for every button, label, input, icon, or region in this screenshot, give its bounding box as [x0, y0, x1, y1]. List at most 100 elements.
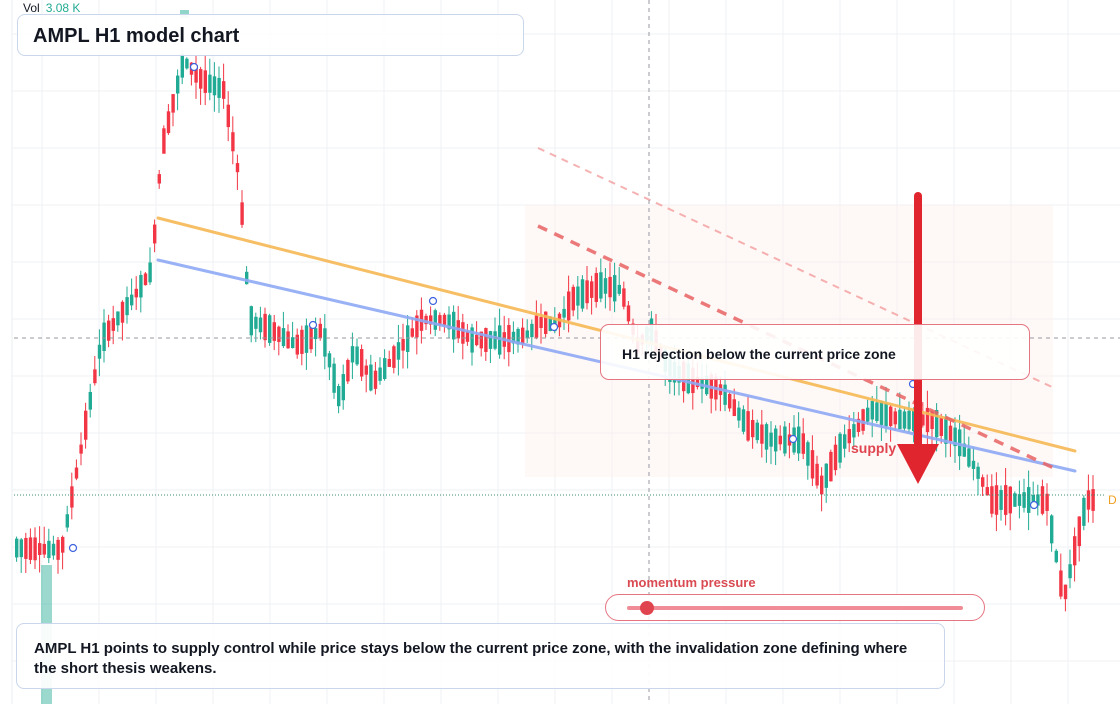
candle-body: [608, 276, 612, 298]
candle-body: [442, 314, 447, 326]
candle-body: [475, 334, 479, 346]
candle-body: [971, 460, 976, 469]
candle-body: [783, 426, 787, 454]
candle-body: [139, 274, 143, 298]
candle-body: [111, 318, 115, 331]
candle-body: [42, 543, 46, 555]
candle-body: [383, 358, 387, 380]
candle-body: [1059, 570, 1063, 597]
candle-body: [548, 316, 552, 331]
candle-body: [755, 422, 759, 441]
candle-body: [507, 325, 511, 353]
candle-body: [148, 262, 152, 283]
candle-body: [843, 434, 847, 449]
candle-body: [884, 403, 888, 427]
candle-body: [617, 284, 621, 294]
momentum-thumb[interactable]: [640, 601, 655, 615]
projection-channel-lower: [537, 224, 1059, 472]
candle-body: [24, 537, 28, 559]
candle-body: [203, 70, 207, 93]
candle-body: [889, 406, 893, 427]
candle-body: [774, 428, 778, 452]
candle-body: [852, 424, 856, 438]
candle-body: [79, 444, 83, 454]
candle-body: [268, 315, 272, 343]
candle-body: [1054, 550, 1058, 563]
candle-body: [171, 94, 175, 113]
candle-body: [1068, 564, 1072, 579]
candle-body: [760, 424, 764, 444]
candle-body: [38, 543, 42, 555]
candle-body: [254, 316, 258, 329]
candle-body: [369, 364, 373, 391]
signal-markers: [68, 62, 1039, 553]
candle-body: [479, 331, 483, 349]
chart-title: AMPL H1 model chart: [33, 25, 240, 47]
candle-body: [1004, 485, 1008, 515]
candle-body: [74, 467, 79, 479]
candle-body: [166, 111, 171, 134]
candle-body: [447, 314, 451, 330]
candle-body: [332, 363, 336, 393]
candle-body: [976, 466, 980, 479]
price-scale-tag: D: [1104, 492, 1120, 509]
candle-body: [567, 291, 571, 321]
candle-body: [341, 374, 345, 401]
momentum-track: [627, 601, 963, 615]
candle-body: [741, 409, 746, 432]
candle-body: [866, 407, 870, 422]
candle-body: [65, 514, 69, 528]
candle-body: [1013, 493, 1017, 507]
candle-body: [580, 279, 585, 309]
candle-body: [493, 331, 497, 349]
momentum-slider[interactable]: [605, 594, 985, 621]
candle-body: [921, 414, 925, 426]
candle-body: [19, 539, 23, 558]
signal-marker-icon: [788, 434, 798, 444]
candle-body: [797, 426, 801, 454]
candle-body: [893, 411, 897, 425]
candle-body: [222, 81, 226, 99]
signal-marker-icon: [1029, 500, 1039, 510]
candle-body: [539, 317, 543, 328]
candle-body: [764, 424, 769, 450]
candle-body: [594, 273, 598, 302]
candle-body: [323, 328, 327, 357]
candle-body: [622, 288, 626, 307]
candle-body: [470, 327, 474, 353]
candle-body: [571, 286, 575, 311]
candle-body: [778, 435, 782, 445]
candle-body: [277, 326, 281, 342]
candle-body: [847, 429, 851, 444]
candle-body: [387, 358, 391, 367]
candle-body: [217, 77, 221, 98]
candle-body: [902, 411, 907, 429]
candle-body: [120, 301, 125, 323]
candle-body: [585, 280, 589, 304]
candle-body: [1040, 486, 1045, 514]
candle-body: [1008, 486, 1012, 514]
candle-body: [143, 273, 148, 286]
candle-body: [613, 275, 617, 302]
candle-body: [838, 433, 842, 463]
candle-body: [355, 346, 359, 365]
signal-marker-icon: [189, 62, 199, 72]
candle-body: [944, 416, 948, 444]
candle-body: [314, 328, 318, 340]
candle-body: [1077, 516, 1081, 547]
candle-body: [88, 391, 92, 410]
candle-body: [272, 322, 276, 341]
candle-body: [723, 384, 727, 405]
candle-body: [300, 329, 304, 354]
candle-body: [590, 281, 594, 298]
candle-body: [861, 409, 865, 431]
candle-body: [999, 490, 1003, 510]
candle-body: [392, 346, 396, 368]
candle-body: [829, 451, 833, 482]
candle-body: [291, 337, 295, 348]
candle-body: [249, 306, 253, 336]
supply-zone-label: supply: [851, 440, 897, 456]
chart-title-panel: AMPL H1 model chart: [17, 14, 524, 56]
candle-body: [981, 477, 985, 487]
candle-body: [157, 174, 161, 184]
